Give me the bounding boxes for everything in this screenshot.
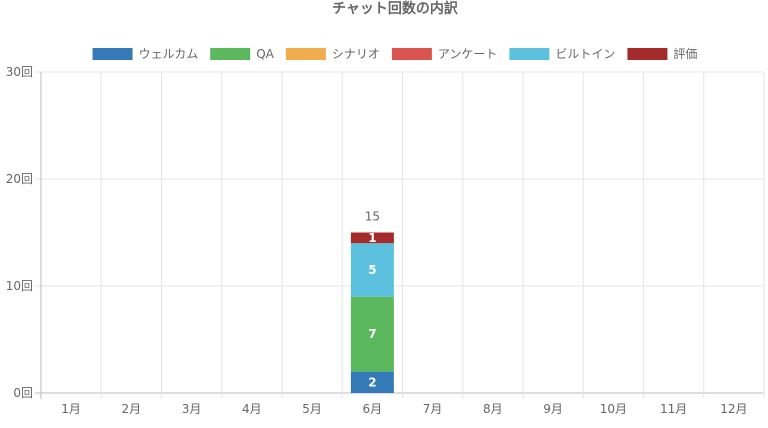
legend-swatch [627, 48, 668, 60]
bar-value-label: 5 [368, 263, 376, 277]
legend-item: 評価 [627, 46, 697, 61]
grid [35, 71, 765, 399]
legend-item: ウェルカム [92, 47, 199, 61]
y-tick-label: 10回 [6, 279, 33, 293]
legend-swatch [210, 48, 251, 60]
legend-label: 評価 [673, 46, 697, 61]
legend-swatch [391, 48, 432, 60]
x-tick-label: 10月 [600, 402, 627, 416]
x-tick-label: 9月 [543, 402, 563, 416]
legend-item: アンケート [391, 47, 498, 61]
legend-label: シナリオ [332, 47, 380, 61]
legend-item: ビルトイン [509, 47, 615, 61]
legend-swatch [92, 48, 133, 60]
legend-swatch [509, 48, 550, 60]
legend-label: ビルトイン [555, 47, 615, 61]
x-tick-label: 12月 [720, 402, 747, 416]
x-tick-label: 1月 [61, 402, 81, 416]
x-tick-label: 8月 [483, 402, 503, 416]
y-tick-label: 20回 [6, 172, 33, 186]
bar-segment [350, 232, 394, 244]
bar-total-label: 15 [365, 210, 380, 224]
x-tick-label: 6月 [363, 402, 383, 416]
x-tick-label: 11月 [660, 402, 687, 416]
y-tick-label: 0回 [13, 386, 33, 400]
chart-title: チャット回数の内訳 [332, 0, 459, 17]
bar-segment [350, 371, 394, 393]
x-tick-label: 5月 [302, 402, 322, 416]
y-tick-label: 30回 [6, 65, 33, 79]
legend-label: アンケート [438, 47, 498, 61]
bar-value-label: 7 [368, 327, 376, 341]
bars [350, 232, 394, 393]
x-tick-label: 4月 [242, 402, 262, 416]
x-tick-label: 2月 [122, 402, 142, 416]
x-tick-label: 7月 [423, 402, 443, 416]
x-tick-label: 3月 [182, 402, 202, 416]
legend-label: ウェルカム [139, 47, 199, 61]
bar-segment [350, 296, 394, 372]
bar-value-label: 1 [368, 231, 376, 245]
bar-value-label: 2 [368, 375, 376, 389]
labels: 0回 10回 20回 30回 1月 2月 3月 4月 5月 6月 7月 8月 9月 10月 11月 12月 2 7… [6, 65, 748, 416]
legend-item: シナリオ [285, 47, 380, 61]
legend-label: QA [256, 47, 274, 61]
bar-segment [350, 243, 394, 297]
legend-item: QA [210, 47, 275, 61]
legend: ウェルカム QA シナリオ アンケート ビルトイン 評価 [92, 46, 697, 61]
legend-swatch [285, 48, 326, 60]
